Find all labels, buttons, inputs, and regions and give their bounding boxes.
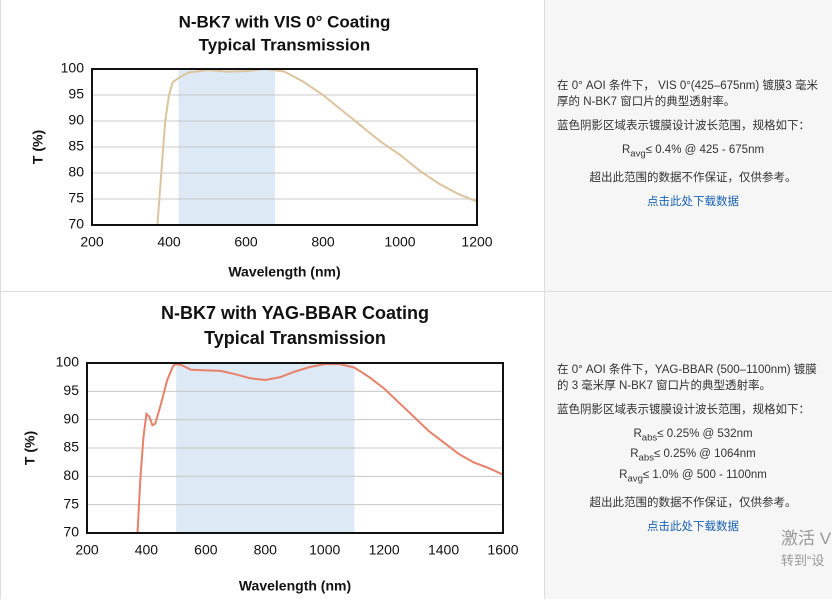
disclaimer: 超出此范围的数据不作保证，仅供参考。 [589, 496, 797, 509]
specs: Rabs≤ 0.25% @ 532nm Rabs≤ 0.25% @ 1064nm R… [557, 426, 829, 487]
info-panel: 在 0° AOI 条件下，YAG-BBAR (500–1100nm) 镀膜的 3… [557, 362, 829, 543]
x-tick-label: 400 [157, 234, 181, 250]
spec-subscript: abs [641, 432, 658, 444]
x-tick-label: 1600 [487, 542, 518, 558]
spec-symbol: R [633, 428, 642, 440]
row: N-BK7 with YAG-BBAR Coating Typical Trans… [0, 292, 832, 599]
y-tick-label: 70 [68, 216, 84, 232]
spec-symbol: R [621, 144, 631, 156]
y-axis-label: T (%) [30, 130, 46, 164]
download-link[interactable]: 点击此处下载数据 [647, 520, 739, 533]
y-tick-label: 70 [63, 524, 79, 540]
y-tick-label: 95 [68, 86, 84, 102]
y-tick-label: 75 [63, 495, 79, 511]
download-link[interactable]: 点击此处下载数据 [647, 196, 739, 209]
intro-line: 厚的 N-BK7 窗口片的典型透射率。 [557, 96, 736, 108]
spec-line: Rabs≤ 0.25% @ 1064nm [557, 446, 829, 466]
intro-line: 的 3 毫米厚 N-BK7 窗口片的典型透射率。 [557, 380, 772, 392]
y-tick-label: 95 [63, 382, 79, 398]
chart-subtitle: Typical Transmission [199, 35, 371, 54]
chart: N-BK7 with YAG-BBAR Coating Typical Trans… [22, 303, 519, 594]
data-line [156, 67, 478, 226]
row: N-BK7 with VIS 0° Coating Typical Transmi… [0, 0, 832, 292]
x-axis-label: Wavelength (nm) [228, 264, 340, 280]
x-tick-label: 1200 [461, 234, 492, 250]
x-tick-label: 1400 [428, 542, 459, 558]
chart-subtitle: Typical Transmission [204, 328, 386, 348]
watermark: 激活 V [781, 529, 832, 548]
x-tick-label: 800 [254, 542, 278, 558]
band-note: 蓝色阴影区域表示镀膜设计波长范围，规格如下： [557, 120, 810, 132]
spec-text: ≤ 0.25% @ 1064nm [654, 448, 756, 461]
x-tick-label: 1200 [369, 542, 400, 558]
intro-line: 在 0° AOI 条件下，YAG-BBAR (500–1100nm) 镀膜 [557, 364, 817, 376]
x-tick-label: 1000 [309, 542, 340, 558]
intro-line: 在 0° AOI 条件下， VIS 0°(425–675nm) 镀膜3 毫米 [557, 80, 819, 92]
x-tick-label: 200 [75, 542, 99, 558]
spec-text: ≤ 0.25% @ 532nm [657, 428, 753, 440]
y-tick-label: 90 [63, 410, 79, 426]
spec-line: Ravg≤ 0.4% @ 425 - 675nm [557, 142, 829, 162]
spec-subscript: avg [630, 148, 646, 160]
band-note: 蓝色阴影区域表示镀膜设计波长范围，规格如下： [557, 404, 810, 416]
chart-title: N-BK7 with VIS 0° Coating [179, 12, 391, 31]
chart: N-BK7 with VIS 0° Coating Typical Transmi… [30, 12, 493, 280]
chart-title: N-BK7 with YAG-BBAR Coating [161, 303, 429, 323]
spec-text: ≤ 1.0% @ 500 - 1100nm [642, 468, 767, 481]
info-cell: 在 0° AOI 条件下，YAG-BBAR (500–1100nm) 镀膜的 3… [545, 292, 832, 599]
spec-subscript: avg [627, 472, 643, 484]
y-tick-label: 100 [56, 354, 80, 370]
x-tick-label: 200 [80, 234, 104, 250]
data-line [136, 363, 504, 534]
watermark: 转到“设 [781, 553, 825, 568]
info-cell: 在 0° AOI 条件下， VIS 0°(425–675nm) 镀膜3 毫米 厚的… [545, 0, 832, 291]
y-tick-label: 75 [68, 190, 84, 206]
y-tick-label: 80 [68, 164, 84, 180]
spec-symbol: R [630, 448, 639, 461]
x-tick-label: 600 [194, 542, 218, 558]
spec-line: Rabs≤ 0.25% @ 532nm [557, 426, 829, 446]
y-tick-label: 85 [68, 138, 84, 154]
x-tick-label: 1000 [384, 234, 415, 250]
intro: 在 0° AOI 条件下，YAG-BBAR (500–1100nm) 镀膜的 3… [557, 362, 829, 394]
disclaimer: 超出此范围的数据不作保证，仅供参考。 [589, 172, 797, 185]
spec-subscript: abs [638, 452, 654, 464]
spec-text: ≤ 0.4% @ 425 - 675nm [645, 144, 765, 156]
spec-symbol: R [619, 468, 628, 481]
y-tick-label: 80 [63, 467, 79, 483]
plot-frame [91, 68, 478, 226]
x-tick-label: 800 [311, 234, 335, 250]
x-tick-label: 600 [234, 234, 258, 250]
intro: 在 0° AOI 条件下， VIS 0°(425–675nm) 镀膜3 毫米 厚的… [557, 78, 829, 110]
y-tick-label: 85 [63, 439, 79, 455]
chart-cell: N-BK7 with VIS 0° Coating Typical Transmi… [0, 0, 545, 291]
spec-line: Ravg≤ 1.0% @ 500 - 1100nm [557, 467, 829, 487]
plot-frame [86, 362, 504, 534]
chart-cell: N-BK7 with YAG-BBAR Coating Typical Trans… [0, 292, 545, 599]
y-axis-label: T (%) [22, 431, 38, 465]
y-tick-label: 90 [68, 112, 84, 128]
info-panel: 在 0° AOI 条件下， VIS 0°(425–675nm) 镀膜3 毫米 厚的… [557, 78, 829, 218]
x-tick-label: 400 [135, 542, 159, 558]
specs: Ravg≤ 0.4% @ 425 - 675nm [557, 142, 829, 162]
y-tick-label: 100 [61, 60, 85, 76]
x-axis-label: Wavelength (nm) [239, 578, 351, 594]
